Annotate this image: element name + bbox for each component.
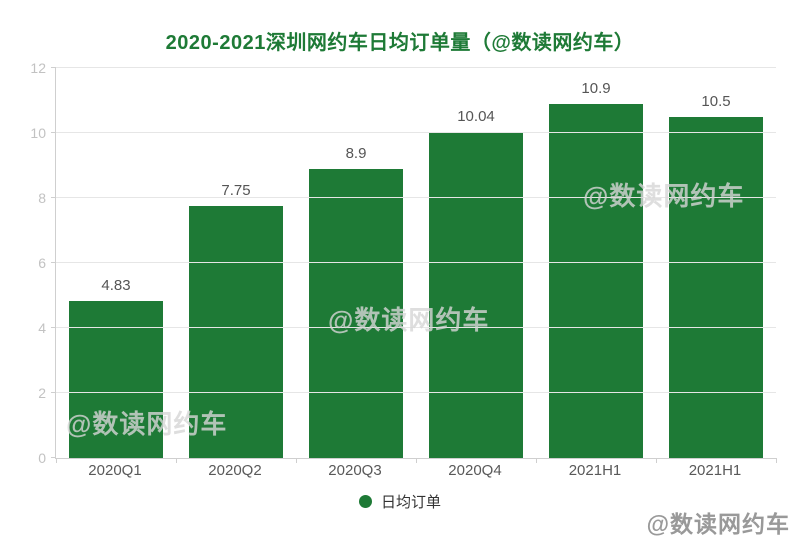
x-tick-mark [776,458,777,463]
x-tick-mark [536,458,537,463]
bar-value-label: 7.75 [221,182,251,200]
y-tick-label: 8 [38,190,46,207]
gridline [56,132,776,133]
x-axis-label: 2020Q3 [328,462,382,479]
bar-value-label: 8.9 [345,144,367,162]
legend: 日均订单 [0,491,800,513]
y-tick-label: 4 [38,320,46,337]
gridline [56,67,776,68]
bar-value-label: 10.9 [581,79,611,97]
credit-watermark: @数读网约车 [646,511,790,537]
bar-2020Q1 [68,301,164,458]
bar-slot: 8.9 [296,68,416,458]
bar-value-label: 4.83 [101,277,131,295]
y-tick-label: 6 [38,255,46,271]
plot-area: 4.83 7.75 8.9 10.04 10.9 10.5 0 2 4 6 8 10 12 [30,60,777,466]
x-tick-mark [56,458,57,463]
y-tick-label: 2 [38,385,46,402]
bars-container: 4.83 7.75 8.9 10.04 10.9 10.5 [56,68,776,458]
legend-label: 日均订单 [380,494,441,511]
y-tick-label: 0 [38,450,46,466]
x-tick-mark [176,458,177,463]
bar-slot: 7.75 [176,68,296,458]
gridline [56,262,776,263]
x-axis-label: 2021H1 [568,462,622,479]
bar-2020Q2 [188,206,284,458]
y-tick-label: 10 [30,125,46,141]
y-tick-mark [51,327,56,329]
legend-dot-icon [358,495,372,508]
bar-slot: 4.83 [56,68,176,458]
gridline [56,392,776,394]
y-tick-mark [51,392,56,394]
x-axis-label: 2021H1 [688,462,742,479]
bar-slot: 10.9 [536,68,656,458]
y-tick-mark [51,132,56,133]
bar-slot: 10.5 [656,68,776,458]
x-axis-labels: 2020Q1 2020Q2 2020Q3 2020Q4 2021H1 2021H1 [55,462,775,479]
x-tick-mark [416,458,417,463]
y-tick-label: 12 [30,60,46,76]
y-tick-mark [51,457,56,458]
bar-2020Q3 [308,168,404,458]
bar-value-label: 10.5 [701,92,731,110]
legend-item-daily-orders[interactable]: 日均订单 [358,491,441,512]
bar-2021H1 [548,103,644,458]
chart-title: 2020-2021深圳网约车日均订单量（@数读网约车） [165,32,635,54]
x-tick-mark [296,458,297,463]
bar-value-label: 10.04 [457,107,495,125]
bar-slot: 10.04 [416,68,536,458]
y-tick-mark [51,197,56,199]
gridline [56,197,776,199]
gridline [56,327,776,329]
bar-2021H1 [668,116,764,458]
x-axis-label: 2020Q1 [88,462,142,479]
y-tick-mark [51,67,56,68]
x-axis-label: 2020Q4 [448,462,502,479]
y-tick-mark [51,262,56,263]
bar-2020Q4 [428,131,524,458]
x-axis-label: 2020Q2 [208,462,262,479]
x-tick-mark [656,458,657,463]
